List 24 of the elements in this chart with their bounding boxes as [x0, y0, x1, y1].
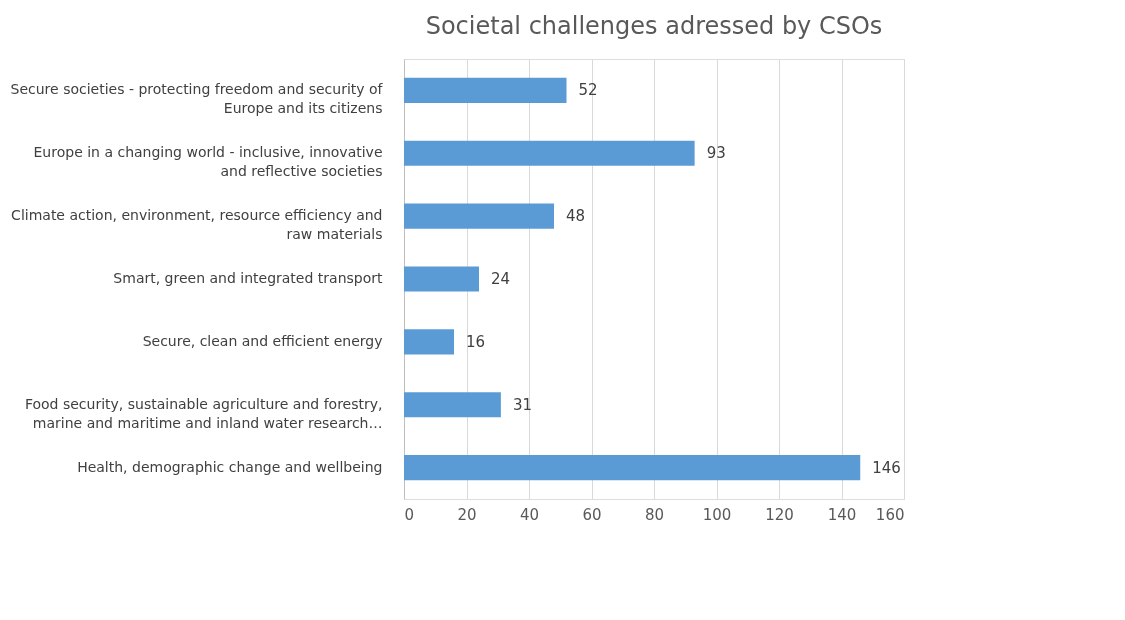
data-label: 16 — [466, 332, 486, 351]
y-tick-label: Europe in a changing world - inclusive, innovative and reflective societies — [33, 144, 383, 180]
y-tick-label: Secure societies - protecting freedom and security of Europe and its citizens — [10, 81, 384, 117]
x-tick-label: 140 — [827, 505, 857, 524]
x-tick-label: 20 — [457, 505, 477, 524]
data-label: 24 — [491, 270, 511, 288]
y-tick-label: Food security, sustainable agriculture and forestry, marine and maritime and inland water research… — [24, 395, 383, 431]
x-tick-label: 160 — [875, 505, 905, 524]
x-tick-label: 0 — [404, 505, 415, 524]
x-tick-label: 120 — [765, 505, 794, 524]
data-label: 31 — [512, 395, 532, 414]
data-label: 52 — [578, 81, 598, 100]
x-tick-label: 40 — [519, 505, 540, 524]
y-tick-label: Secure, clean and efficient energy — [142, 332, 383, 349]
y-tick-label: Climate action, environment, resource efficiency and raw materials — [11, 207, 383, 243]
data-label: 93 — [706, 144, 726, 163]
x-tick-label: 60 — [582, 505, 602, 524]
data-label: 146 — [872, 458, 901, 477]
x-tick-label: 100 — [702, 505, 732, 524]
y-tick-label: Health, demographic change and wellbeing — [77, 458, 383, 475]
chart-title: Societal challenges adressed by CSOs — [425, 12, 883, 40]
data-label: 48 — [566, 207, 586, 226]
x-tick-label: 80 — [644, 505, 665, 524]
y-tick-label: Smart, green and integrated transport — [113, 270, 384, 286]
